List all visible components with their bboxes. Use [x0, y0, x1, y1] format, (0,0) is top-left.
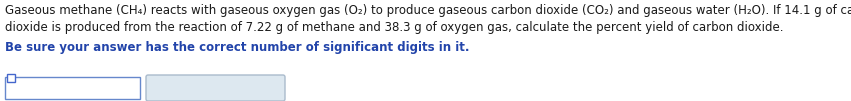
Bar — [7, 74, 15, 82]
Text: Gaseous methane (CH₄) reacts with gaseous oxygen gas (O₂) to produce gaseous car: Gaseous methane (CH₄) reacts with gaseou… — [5, 4, 851, 17]
FancyBboxPatch shape — [146, 75, 285, 101]
FancyBboxPatch shape — [5, 77, 140, 99]
Text: dioxide is produced from the reaction of 7.22 g of methane and 38.3 g of oxygen : dioxide is produced from the reaction of… — [5, 21, 784, 34]
Text: Be sure your answer has the correct number of significant digits in it.: Be sure your answer has the correct numb… — [5, 41, 470, 54]
